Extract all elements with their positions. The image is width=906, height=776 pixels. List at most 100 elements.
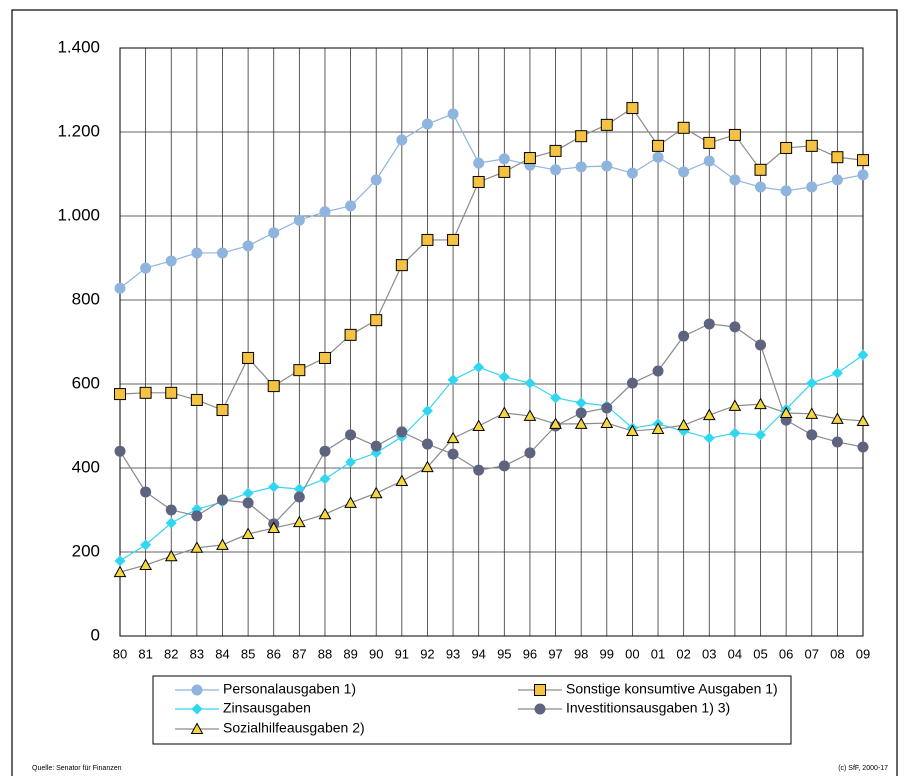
x-tick-label: 99 [600,646,614,661]
marker [523,152,536,165]
marker [216,404,229,417]
marker [575,397,587,409]
marker [421,118,433,130]
marker [268,481,280,493]
x-tick-label: 90 [369,646,383,661]
series-line [119,403,864,573]
marker [190,541,204,553]
marker [370,440,382,452]
marker [575,161,587,173]
marker [292,515,306,528]
marker [447,233,460,246]
marker [216,494,228,506]
marker [601,402,613,414]
marker [191,247,203,259]
x-tick-label: 06 [779,646,793,661]
marker [600,118,613,131]
marker [549,144,562,157]
marker [191,510,203,522]
y-tick-label: 0 [91,625,100,644]
x-tick-label: 05 [753,646,767,661]
x-tick-label: 96 [523,646,537,661]
marker [549,417,562,429]
marker [523,409,537,421]
x-tick-label: 85 [241,646,255,661]
marker [114,445,126,457]
marker [524,447,536,459]
x-tick-label: 89 [343,646,357,661]
marker [319,445,331,457]
marker [729,174,741,186]
x-tick-label: 84 [215,646,229,661]
marker [114,555,126,567]
marker [473,157,485,169]
y-tick-label: 200 [72,541,100,560]
marker [806,377,818,389]
marker [267,521,281,534]
marker [806,429,818,441]
marker [779,406,793,418]
marker [216,247,228,259]
marker [370,174,382,186]
marker [498,165,511,178]
legend-label: Zinsausgaben [223,700,311,716]
marker [345,456,357,468]
marker [805,407,819,419]
marker [703,432,715,444]
x-tick-label: 86 [266,646,280,661]
marker [677,121,690,134]
x-tick-label: 80 [113,646,127,661]
marker [421,405,433,417]
marker [165,255,177,267]
marker [164,549,178,562]
marker [267,380,280,393]
marker [114,282,126,294]
x-tick-label: 81 [138,646,152,661]
marker [241,527,255,539]
x-tick-label: 08 [830,646,844,661]
y-tick-label: 1.000 [57,205,100,224]
x-tick-label: 88 [318,646,332,661]
marker [191,684,203,696]
marker [421,438,433,450]
marker [139,558,152,571]
marker [165,517,177,529]
marker [754,397,767,410]
marker [806,181,818,193]
marker [857,169,869,181]
marker [755,429,767,441]
marker [729,427,741,439]
marker [550,392,562,404]
x-tick-label: 94 [471,646,485,661]
marker [242,351,255,364]
x-tick-label: 07 [805,646,819,661]
marker [293,364,306,377]
marker [473,464,485,476]
marker [344,496,357,508]
marker [780,185,792,197]
marker [139,386,152,399]
marker [857,349,869,361]
marker [728,128,741,141]
marker [165,504,177,516]
marker [242,497,254,509]
marker [678,330,690,342]
marker [497,406,511,418]
x-tick-label: 98 [574,646,588,661]
source: Quelle: Senator für Finanzen [32,765,122,772]
marker [831,151,844,164]
x-tick-label: 92 [420,646,434,661]
marker [626,102,639,115]
marker [293,214,305,226]
x-tick-label: 87 [292,646,306,661]
marker [574,417,588,429]
series-line [119,323,864,525]
x-tick-label: 03 [702,646,716,661]
marker [601,160,613,172]
marker [293,483,305,495]
marker [652,151,664,163]
marker [190,393,203,406]
y-tick-label: 1.400 [57,37,100,56]
x-tick-label: 97 [548,646,562,661]
